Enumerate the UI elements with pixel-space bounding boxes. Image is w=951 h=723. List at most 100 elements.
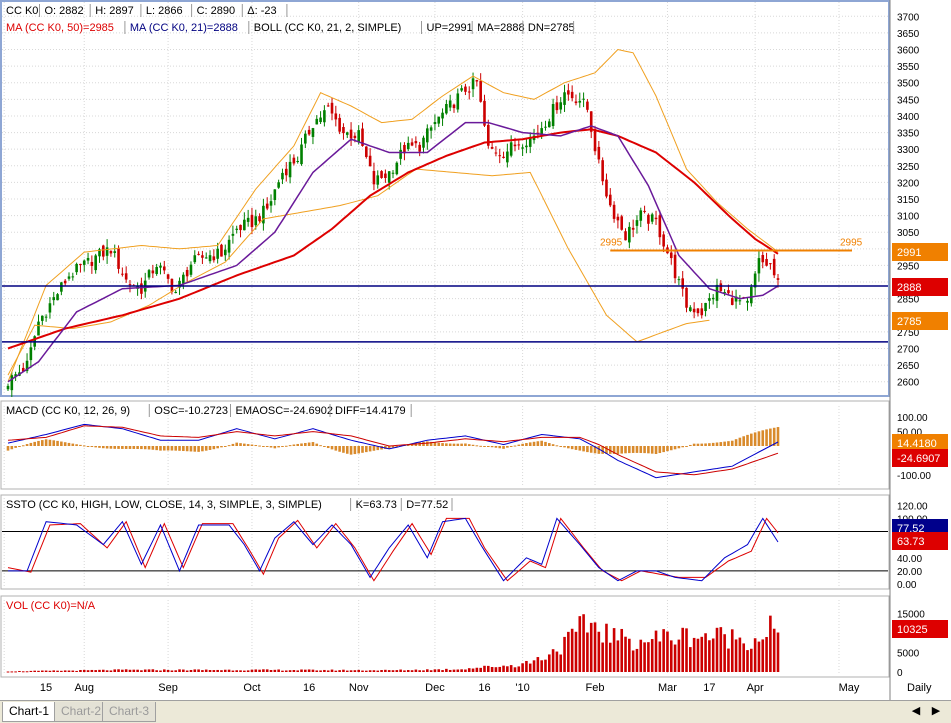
- price-candle-body: [475, 80, 479, 82]
- volume-bar: [349, 670, 353, 672]
- price-symbol: CC K0: [6, 5, 38, 17]
- macd-histogram-bar: [738, 437, 742, 446]
- macd-histogram-bar: [334, 446, 338, 451]
- volume-bar: [593, 622, 597, 672]
- volume-bar: [437, 669, 441, 672]
- macd-histogram-bar: [391, 446, 395, 448]
- price-candle-body: [753, 273, 757, 288]
- volume-bar: [666, 631, 669, 672]
- macd-histogram-bar: [315, 443, 319, 446]
- macd-histogram-bar: [532, 441, 536, 446]
- volume-bar: [262, 669, 265, 672]
- scroll-left-icon[interactable]: ◀: [911, 705, 921, 717]
- volume-bar: [162, 669, 166, 672]
- volume-bar: [269, 670, 273, 672]
- ma21-line: [7, 121, 779, 383]
- scroll-right-icon[interactable]: ▶: [931, 705, 941, 717]
- price-candle-body: [582, 98, 585, 100]
- resistance-label-left: 2995: [600, 237, 623, 248]
- price-tick-label: 3150: [897, 195, 920, 206]
- volume-bar: [254, 669, 258, 672]
- macd-histogram-bar: [685, 446, 688, 447]
- price-candle-body: [162, 266, 166, 271]
- volume-bar: [711, 638, 715, 672]
- volume-bar: [567, 631, 570, 672]
- tab-chart-1[interactable]: Chart-1: [2, 702, 57, 722]
- macd-histogram-bar: [10, 446, 14, 450]
- chart-area[interactable]: 2600265027002750280028502900295030003050…: [0, 0, 951, 700]
- macd-histogram-bar: [86, 446, 90, 447]
- price-candle-body: [494, 152, 498, 154]
- price-candle-body: [124, 273, 128, 280]
- macd-histogram-bar: [319, 445, 322, 447]
- vol-tick-label: 5000: [897, 649, 920, 660]
- price-candle-body: [147, 270, 151, 278]
- volume-bar: [376, 670, 380, 672]
- price-candle-body: [334, 113, 338, 120]
- price-candle-body: [769, 263, 772, 265]
- macd-histogram-bar: [250, 444, 254, 446]
- macd-histogram-bar: [555, 445, 559, 447]
- price-candle-body: [586, 101, 589, 110]
- volume-bar: [10, 671, 14, 673]
- price-candle-body: [574, 101, 578, 104]
- tab-chart-2[interactable]: Chart-2: [54, 702, 109, 722]
- macd-histogram-bar: [578, 446, 582, 451]
- macd-histogram-bar: [37, 440, 40, 446]
- price-candle-body: [723, 292, 726, 294]
- volume-bar: [113, 669, 117, 672]
- macd-histogram-bar: [338, 446, 341, 452]
- price-candle-body: [441, 112, 444, 119]
- price-candle-body: [403, 144, 406, 154]
- price-candle-body: [300, 144, 303, 165]
- price-candle-body: [628, 226, 631, 243]
- macd-histogram-bar: [113, 446, 117, 449]
- price-tick-label: 3300: [897, 145, 920, 156]
- volume-bar: [361, 670, 364, 672]
- volume-bar: [467, 668, 471, 672]
- macd-histogram-bar: [140, 446, 143, 450]
- price-candle-body: [547, 121, 551, 128]
- volume-bar: [246, 670, 250, 672]
- volume-bar: [140, 670, 143, 672]
- price-candle-body: [483, 100, 486, 126]
- volume-bar: [643, 642, 646, 672]
- macd-histogram-bar: [349, 446, 353, 455]
- volume-bar: [418, 670, 421, 672]
- macd-histogram-bar: [574, 446, 578, 450]
- price-candle-body: [776, 278, 780, 280]
- macd-histogram-bar: [692, 443, 696, 446]
- price-candle-body: [109, 250, 113, 254]
- price-candle-body: [669, 252, 673, 259]
- volume-bar: [159, 670, 162, 672]
- volume-bar: [654, 630, 658, 672]
- price-candle-body: [506, 151, 509, 163]
- macd-histogram-bar: [490, 446, 494, 448]
- price-candle-body: [490, 147, 494, 149]
- macd-histogram-bar: [41, 440, 44, 446]
- price-candle-body: [372, 170, 376, 185]
- price-tick-label: 3050: [897, 228, 920, 239]
- macd-histogram-bar: [60, 441, 63, 446]
- price-candle-body: [48, 303, 52, 313]
- price-candle-body: [525, 145, 528, 148]
- ssto-tick-label: 120.00: [897, 501, 928, 512]
- volume-bar: [589, 622, 593, 672]
- macd-histogram-bar: [197, 446, 200, 452]
- volume-bar: [18, 670, 21, 672]
- volume-bar: [296, 670, 300, 672]
- price-candle-body: [365, 146, 368, 157]
- volume-bar: [124, 669, 128, 672]
- volume-bar: [79, 669, 82, 672]
- macd-histogram-bar: [166, 446, 170, 451]
- price-candle-body: [711, 297, 715, 300]
- price-candle-body: [563, 92, 566, 105]
- macd-histogram-bar: [239, 443, 242, 446]
- macd-histogram-bar: [593, 446, 597, 454]
- price-candle-body: [204, 257, 208, 259]
- volume-bar: [624, 636, 627, 672]
- price-candle-body: [185, 269, 189, 277]
- price-candle-body: [296, 160, 300, 162]
- tab-chart-3[interactable]: Chart-3: [102, 702, 157, 722]
- macd-histogram-bar: [486, 446, 490, 447]
